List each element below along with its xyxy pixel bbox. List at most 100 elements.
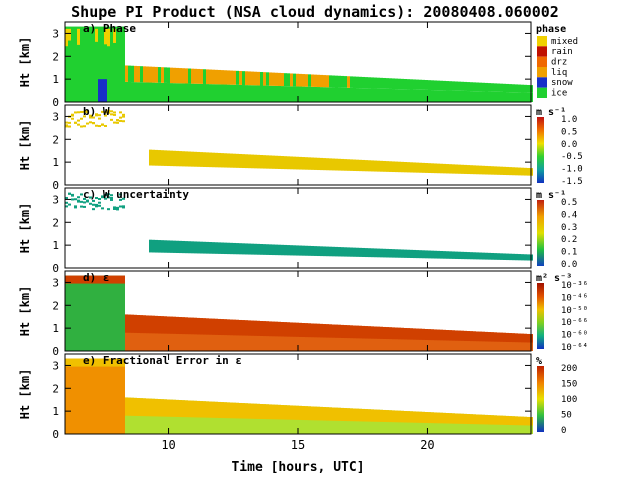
data-cell: [83, 358, 86, 434]
data-cell: [200, 401, 203, 418]
phase-cell: [437, 90, 440, 102]
data-cell: [65, 275, 68, 284]
data-cell: [269, 321, 272, 337]
data-cell: [434, 163, 437, 174]
phase-cell: [212, 69, 215, 85]
data-cell: [185, 400, 188, 418]
data-cell: [80, 358, 83, 367]
data-cell: [377, 409, 380, 434]
data-cell: [446, 413, 449, 434]
data-cell: [101, 207, 104, 210]
data-cell: [80, 358, 83, 434]
phase-cell: [377, 88, 380, 102]
data-cell: [317, 157, 320, 171]
data-cell: [374, 160, 377, 172]
data-cell: [425, 412, 428, 424]
y-tick-label: 3: [52, 193, 59, 206]
data-cell: [89, 114, 92, 117]
colorbar-tick-label: 0.4: [561, 210, 577, 220]
data-cell: [251, 320, 254, 336]
phase-cell: [77, 26, 80, 103]
data-cell: [362, 159, 365, 172]
data-cell: [521, 416, 524, 426]
phase-cell: [131, 82, 134, 102]
data-cell: [83, 201, 86, 204]
data-cell: [416, 328, 419, 340]
data-cell: [392, 410, 395, 423]
colorbar-tick-label: 0.3: [561, 223, 577, 233]
data-cell: [89, 275, 92, 351]
data-cell: [332, 324, 335, 338]
data-cell: [209, 401, 212, 418]
data-cell: [329, 246, 332, 257]
data-cell: [359, 159, 362, 172]
data-cell: [95, 205, 98, 208]
phase-cell: [524, 92, 527, 102]
phase-cell: [104, 79, 107, 102]
data-cell: [83, 275, 86, 351]
phase-cell: [173, 67, 176, 84]
data-cell: [506, 415, 509, 425]
data-cell: [65, 201, 68, 204]
y-tick-label: 3: [52, 276, 59, 289]
phase-cell: [458, 90, 461, 102]
data-cell: [242, 243, 245, 255]
y-tick-label: 3: [52, 110, 59, 123]
data-cell: [503, 253, 506, 260]
phase-cell: [113, 28, 116, 43]
data-cell: [197, 400, 200, 418]
data-cell: [386, 410, 389, 423]
data-cell: [302, 245, 305, 256]
data-cell: [281, 405, 284, 420]
phase-cell: [473, 82, 476, 92]
phase-cell: [272, 72, 275, 86]
data-cell: [122, 358, 125, 434]
data-cell: [188, 317, 191, 335]
data-cell: [422, 250, 425, 259]
data-cell: [500, 332, 503, 351]
data-cell: [503, 332, 506, 342]
data-cell: [458, 164, 461, 174]
data-cell: [134, 314, 137, 333]
phase-cell: [209, 84, 212, 102]
data-cell: [158, 316, 161, 334]
data-cell: [92, 275, 95, 351]
data-cell: [188, 400, 191, 418]
data-cell: [110, 358, 113, 367]
data-cell: [314, 157, 317, 170]
phase-cell: [380, 77, 383, 89]
phase-cell: [104, 26, 107, 103]
data-cell: [272, 321, 275, 337]
colorbar-gradient: [537, 366, 544, 432]
data-cell: [302, 323, 305, 338]
data-cell: [98, 204, 101, 207]
data-cell: [269, 321, 272, 351]
data-cell: [350, 159, 353, 171]
data-cell: [233, 319, 236, 336]
data-cell: [500, 415, 503, 434]
phase-cell: [449, 90, 452, 102]
data-cell: [341, 407, 344, 421]
data-cell: [293, 405, 296, 420]
data-cell: [245, 320, 248, 336]
data-cell: [98, 114, 101, 117]
x-tick-label: 20: [420, 438, 434, 452]
data-cell: [386, 161, 389, 172]
data-cell: [476, 414, 479, 425]
data-cell: [71, 358, 74, 367]
data-cell: [494, 332, 497, 342]
data-cell: [341, 247, 344, 257]
y-tick-label: 1: [52, 73, 59, 86]
data-cell: [497, 253, 500, 260]
data-cell: [236, 319, 239, 336]
phase-cell: [152, 82, 155, 102]
data-cell: [371, 326, 374, 339]
data-cell: [266, 321, 269, 337]
data-cell: [137, 315, 140, 334]
data-cell: [326, 246, 329, 257]
data-cell: [299, 245, 302, 256]
data-cell: [152, 315, 155, 334]
phase-cell: [170, 67, 173, 84]
phase-cell: [341, 75, 344, 88]
data-cell: [155, 315, 158, 334]
